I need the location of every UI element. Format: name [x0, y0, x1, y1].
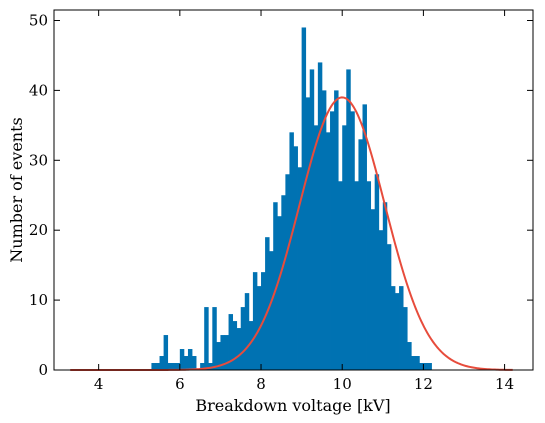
histogram-bar [200, 363, 205, 370]
histogram-bar [183, 356, 189, 370]
histogram-bar [204, 307, 209, 370]
histogram-bar [192, 356, 197, 370]
histogram-bar [187, 349, 193, 370]
histogram-bar [366, 181, 372, 370]
histogram-bar [289, 132, 294, 370]
histogram-bar [354, 181, 359, 370]
histogram-bar [394, 293, 400, 370]
histogram-bar [265, 237, 270, 370]
histogram-bar [313, 125, 319, 370]
histogram-bar [232, 321, 238, 370]
histogram-bar [334, 90, 339, 370]
histogram-bar [338, 181, 343, 370]
histogram-bar [411, 356, 416, 370]
x-tick-label: 12 [414, 375, 433, 393]
histogram-bar [212, 307, 217, 370]
histogram-bar [427, 363, 432, 370]
histogram-bar [342, 125, 347, 370]
y-tick-label: 10 [29, 291, 48, 309]
histogram-bar [407, 342, 412, 370]
x-tick-label: 8 [256, 375, 266, 393]
histogram-bar [350, 111, 355, 370]
histogram-bar [171, 363, 177, 370]
histogram-bar [346, 69, 351, 370]
x-tick-label: 10 [333, 375, 352, 393]
histogram-bar [216, 342, 221, 370]
histogram-bar [228, 314, 234, 370]
y-axis-label: Number of events [7, 117, 26, 262]
histogram-bar [330, 111, 335, 370]
histogram-bar [273, 202, 278, 370]
x-axis-label: Breakdown voltage [kV] [195, 396, 390, 415]
histogram-bar [358, 139, 363, 370]
histogram-bar [159, 356, 165, 370]
histogram-bar [155, 363, 160, 370]
y-tick-label: 40 [29, 81, 48, 99]
y-axis-ticks: 0 10 20 30 40 50 [29, 11, 533, 379]
histogram-bar [423, 363, 428, 370]
histogram-bar [269, 251, 274, 370]
y-tick-label: 0 [38, 361, 48, 379]
x-tick-label: 14 [495, 375, 514, 393]
histogram-bar [151, 363, 156, 370]
histogram-bar [301, 27, 307, 370]
y-tick-label: 20 [29, 221, 48, 239]
x-tick-label: 4 [94, 375, 104, 393]
y-tick-label: 50 [29, 11, 48, 29]
histogram-bar [317, 62, 323, 370]
histogram-bar [281, 195, 286, 370]
histogram-bar [220, 335, 225, 370]
histogram-bar [403, 307, 408, 370]
histogram-bar [305, 97, 311, 371]
histogram-bar [252, 272, 258, 370]
histogram-bar [399, 286, 404, 370]
histogram-bar [370, 209, 376, 370]
histogram-bar [277, 216, 282, 370]
histogram-bar [163, 335, 169, 370]
histogram-bar [382, 202, 388, 370]
histogram-bar [321, 90, 327, 370]
histogram-bar [419, 363, 424, 370]
histogram-bar [325, 132, 331, 370]
histogram-bar [240, 307, 246, 370]
histogram-bar [248, 321, 254, 370]
histogram-bar [293, 146, 298, 370]
plot-frame [53, 9, 534, 371]
histogram-bar [378, 230, 384, 370]
histogram-bar [244, 293, 250, 370]
x-axis-ticks: 4 6 8 10 12 14 [94, 10, 514, 393]
y-tick-label: 30 [29, 151, 48, 169]
histogram-bar [175, 363, 181, 370]
histogram-bar [390, 286, 396, 370]
histogram-bar [297, 167, 303, 370]
histogram-bar [309, 69, 315, 370]
histogram-bar [224, 335, 229, 370]
histogram-bar [285, 174, 290, 370]
histogram-bar [415, 356, 420, 370]
histogram-bar [167, 363, 173, 370]
histogram-bar [208, 363, 213, 370]
x-tick-label: 6 [175, 375, 185, 393]
histogram-bar [236, 328, 242, 370]
histogram-bar [179, 349, 185, 370]
histogram-bar [362, 104, 367, 371]
histogram-bar [386, 244, 392, 370]
histogram-bar [374, 174, 380, 370]
histogram-bars [151, 27, 432, 371]
